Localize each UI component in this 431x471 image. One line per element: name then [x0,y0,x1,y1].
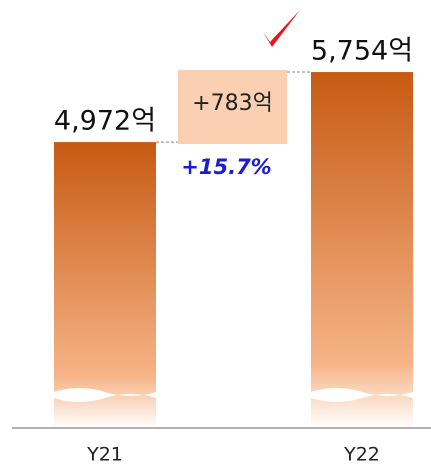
change-label: +783억 [192,91,273,116]
bar [311,72,413,429]
axis-break [311,388,413,402]
x-tick-label: Y21 [86,444,123,466]
x-tick-label: Y22 [343,444,380,466]
bar [54,142,156,428]
change-percent: +15.7% [181,155,271,179]
change-box [178,70,287,145]
check-mark [263,10,300,47]
axis-break [54,388,156,402]
value-label: 4,972억 [54,106,156,137]
value-label: 5,754억 [311,36,413,67]
